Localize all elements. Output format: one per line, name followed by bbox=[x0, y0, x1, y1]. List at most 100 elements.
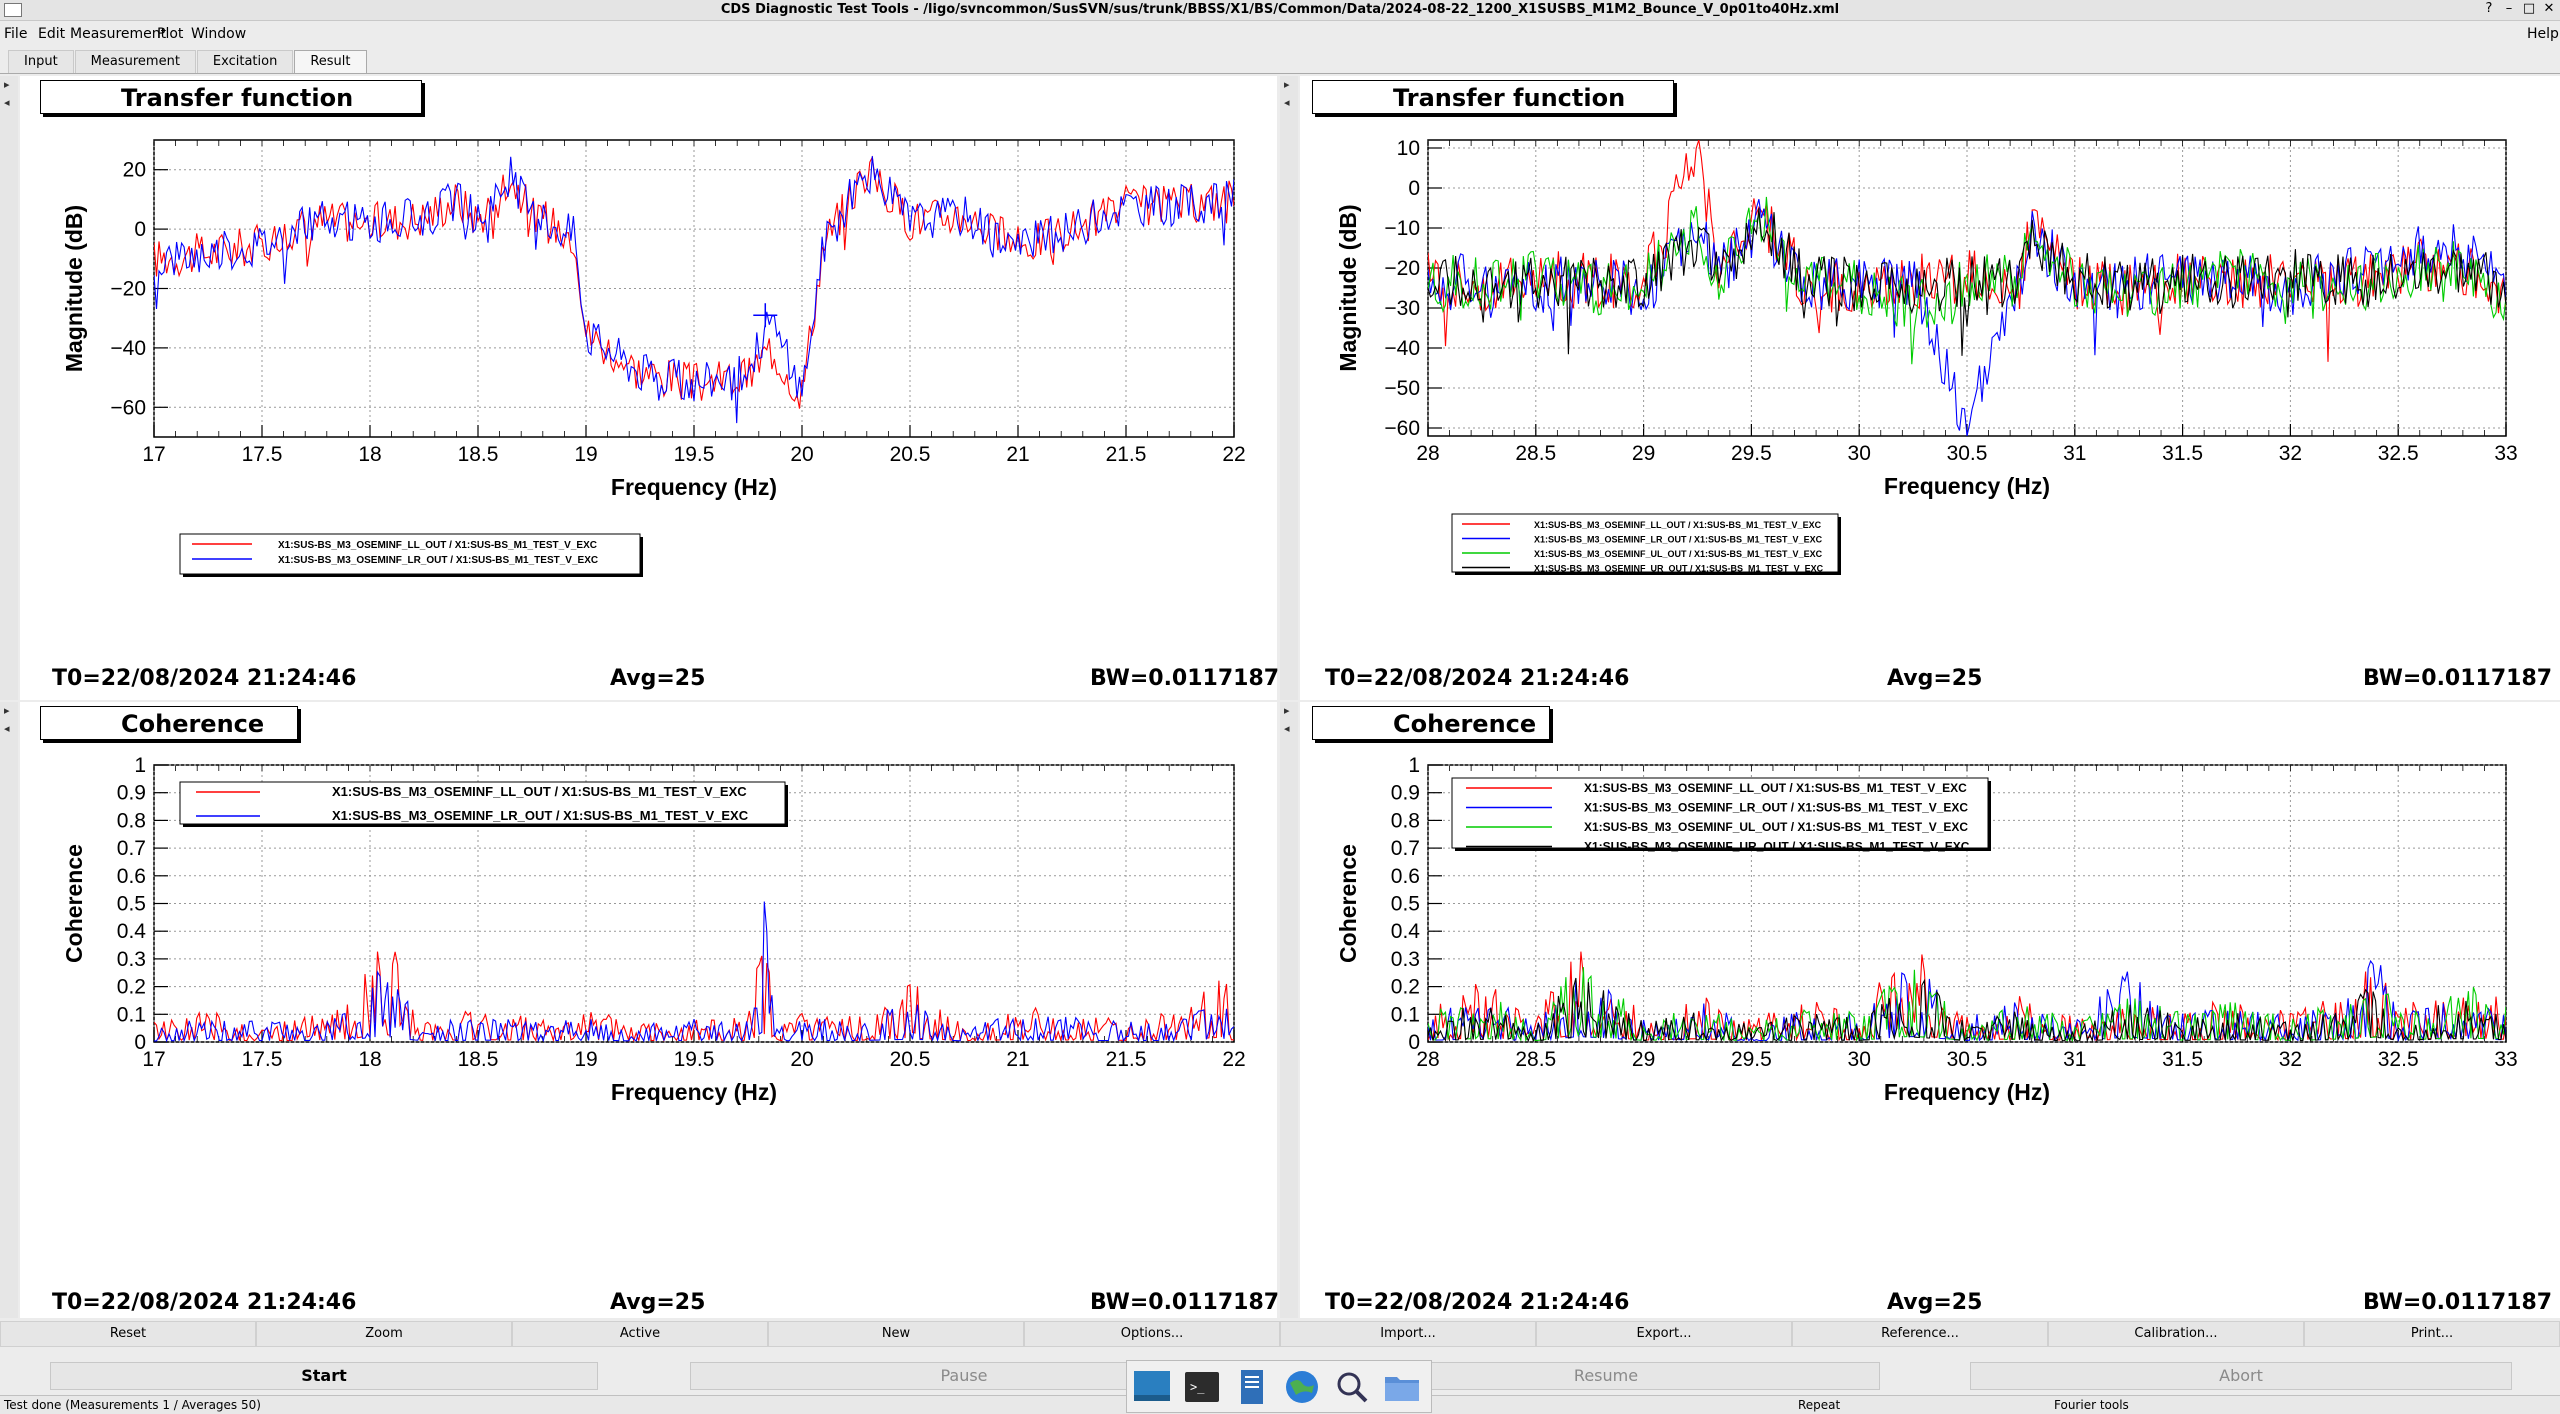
series-line-red bbox=[1428, 951, 2506, 1042]
tab-measurement[interactable]: Measurement bbox=[74, 50, 196, 73]
help-icon[interactable]: ? bbox=[2485, 1, 2493, 16]
close-icon[interactable]: ✕ bbox=[2543, 1, 2555, 16]
plot-canvas[interactable]: 28 28.5 29 29.5 30 30.5 31 31.5 32 32.5 33 1 0.9 0.8 0… bbox=[1300, 702, 2560, 1318]
y-tick-label: 0.9 bbox=[1391, 782, 1420, 805]
menu-file[interactable]: File bbox=[4, 26, 28, 42]
y-tick-label: 0 bbox=[134, 218, 146, 241]
expand-arrow-icon[interactable]: ▸ bbox=[4, 704, 10, 717]
reference-button[interactable]: Reference... bbox=[1792, 1321, 2048, 1347]
x-tick-label: 18.5 bbox=[458, 443, 499, 466]
x-tick-label: 20 bbox=[790, 443, 813, 466]
x-tick-label: 19.5 bbox=[674, 1048, 715, 1071]
options-button[interactable]: Options... bbox=[1024, 1321, 1280, 1347]
collapse-arrow-icon[interactable]: ◂ bbox=[4, 96, 10, 109]
menu-plot[interactable]: Plot bbox=[157, 26, 184, 42]
plot-canvas[interactable]: 28 28.5 29 29.5 30 30.5 31 31.5 32 32.5 33 10 0 −10 −2… bbox=[1300, 76, 2560, 700]
t0-label: T0=22/08/2024 21:24:46 bbox=[52, 666, 357, 691]
panel-sidebar-br[interactable]: ▸ ◂ bbox=[1280, 702, 1298, 1318]
x-tick-label: 30.5 bbox=[1947, 1048, 1988, 1071]
search-icon[interactable] bbox=[1331, 1366, 1373, 1408]
x-tick-label: 29 bbox=[1632, 442, 1655, 465]
x-tick-label: 21.5 bbox=[1106, 1048, 1147, 1071]
text-editor-icon[interactable] bbox=[1231, 1366, 1273, 1408]
y-tick-label: −40 bbox=[110, 337, 146, 360]
minimize-icon[interactable]: – bbox=[2505, 1, 2513, 16]
plot-panel-transfer-left[interactable]: Transfer function 17 17.5 18 18.5 19 19.5 20 20… bbox=[20, 76, 1279, 700]
series-line-blue bbox=[154, 156, 1234, 424]
start-button[interactable]: Start bbox=[50, 1362, 598, 1390]
x-tick-label: 30 bbox=[1848, 442, 1871, 465]
menu-measurement[interactable]: Measurement bbox=[70, 26, 167, 42]
terminal-icon[interactable]: >_ bbox=[1181, 1366, 1223, 1408]
y-tick-label: 0.4 bbox=[117, 920, 147, 943]
export-button[interactable]: Export... bbox=[1536, 1321, 1792, 1347]
reset-button[interactable]: Reset bbox=[0, 1321, 256, 1347]
x-tick-label: 28.5 bbox=[1515, 442, 1556, 465]
x-tick-label: 28 bbox=[1416, 1048, 1439, 1071]
menu-window[interactable]: Window bbox=[191, 26, 247, 42]
abort-button[interactable]: Abort bbox=[1970, 1362, 2512, 1390]
x-tick-label: 31.5 bbox=[2162, 442, 2203, 465]
print-button[interactable]: Print... bbox=[2304, 1321, 2560, 1347]
panel-title: Transfer function bbox=[1312, 80, 1674, 114]
plot-canvas[interactable]: 17 17.5 18 18.5 19 19.5 20 20.5 21 21.5 22 20 0 −20 −4… bbox=[20, 76, 1277, 700]
x-axis-label: Frequency (Hz) bbox=[611, 474, 777, 500]
x-tick-label: 19 bbox=[574, 443, 597, 466]
y-tick-label: 0.6 bbox=[1391, 865, 1420, 888]
x-tick-label: 22 bbox=[1222, 1048, 1245, 1071]
maximize-icon[interactable]: □ bbox=[2522, 1, 2536, 16]
tab-result[interactable]: Result bbox=[294, 50, 367, 73]
tabs-divider bbox=[0, 73, 2560, 74]
legend-box bbox=[179, 533, 641, 575]
bw-label: BW=0.0117187 bbox=[2363, 666, 2553, 691]
y-tick-label: 0.8 bbox=[117, 809, 146, 832]
new-button[interactable]: New bbox=[768, 1321, 1024, 1347]
x-tick-label: 32 bbox=[2279, 442, 2302, 465]
tab-input[interactable]: Input bbox=[8, 50, 74, 73]
panel-sidebar-tr[interactable]: ▸ ◂ bbox=[1280, 76, 1298, 700]
x-tick-label: 31.5 bbox=[2162, 1048, 2203, 1071]
series-line-red bbox=[154, 951, 1234, 1042]
y-tick-label: 0.7 bbox=[1391, 837, 1420, 860]
panel-sidebar-tl[interactable]: ▸ ◂ bbox=[0, 76, 18, 700]
expand-arrow-icon[interactable]: ▸ bbox=[4, 78, 10, 91]
collapse-arrow-icon[interactable]: ◂ bbox=[1284, 96, 1290, 109]
panel-sidebar-bl[interactable]: ▸ ◂ bbox=[0, 702, 18, 1318]
tab-excitation[interactable]: Excitation bbox=[196, 50, 294, 73]
expand-arrow-icon[interactable]: ▸ bbox=[1284, 704, 1290, 717]
x-tick-label: 30 bbox=[1848, 1048, 1871, 1071]
show-desktop-icon[interactable] bbox=[1131, 1366, 1173, 1408]
collapse-arrow-icon[interactable]: ◂ bbox=[1284, 722, 1290, 735]
x-tick-label: 28 bbox=[1416, 442, 1439, 465]
menu-help[interactable]: Help bbox=[2527, 26, 2559, 42]
legend-box bbox=[1451, 777, 1989, 849]
x-tick-label: 31 bbox=[2063, 1048, 2086, 1071]
legend-entry: X1:SUS-BS_M3_OSEMINF_LL_OUT / X1:SUS-BS_… bbox=[278, 540, 597, 551]
web-browser-icon[interactable] bbox=[1281, 1366, 1323, 1408]
x-tick-label: 33 bbox=[2494, 1048, 2517, 1071]
y-tick-label: −50 bbox=[1384, 377, 1420, 400]
plot-panel-coherence-left[interactable]: Coherence 17 17.5 18 18.5 19 19.5 20 20.5 21 21.5… bbox=[20, 702, 1279, 1318]
status-repeat: Repeat bbox=[1798, 1398, 1841, 1412]
y-tick-label: 10 bbox=[1397, 137, 1420, 160]
plot-panel-coherence-right[interactable]: Coherence 28 28.5 29 29.5 30 30.5 31 31.5 32 32.5… bbox=[1300, 702, 2560, 1318]
expand-arrow-icon[interactable]: ▸ bbox=[1284, 78, 1290, 91]
file-manager-icon[interactable] bbox=[1381, 1366, 1423, 1408]
app-icon bbox=[4, 3, 22, 17]
zoom-button[interactable]: Zoom bbox=[256, 1321, 512, 1347]
y-axis-label: Magnitude (dB) bbox=[1335, 204, 1361, 371]
import-button[interactable]: Import... bbox=[1280, 1321, 1536, 1347]
calibration-button[interactable]: Calibration... bbox=[2048, 1321, 2304, 1347]
t0-label: T0=22/08/2024 21:24:46 bbox=[52, 1290, 357, 1315]
menu-edit[interactable]: Edit bbox=[38, 26, 66, 42]
y-tick-label: 0 bbox=[134, 1031, 146, 1054]
x-tick-label: 17 bbox=[142, 1048, 165, 1071]
collapse-arrow-icon[interactable]: ◂ bbox=[4, 722, 10, 735]
x-tick-label: 29 bbox=[1632, 1048, 1655, 1071]
y-tick-label: 0.8 bbox=[1391, 809, 1420, 832]
plot-panel-transfer-right[interactable]: Transfer function 28 28.5 29 29.5 30 30.5 31 31… bbox=[1300, 76, 2560, 700]
active-button[interactable]: Active bbox=[512, 1321, 768, 1347]
plot-canvas[interactable]: 17 17.5 18 18.5 19 19.5 20 20.5 21 21.5 22 1 0.9 0.8 0… bbox=[20, 702, 1277, 1318]
series-line-black bbox=[1428, 208, 2506, 356]
legend-entry: X1:SUS-BS_M3_OSEMINF_LR_OUT / X1:SUS-BS_… bbox=[278, 555, 598, 566]
